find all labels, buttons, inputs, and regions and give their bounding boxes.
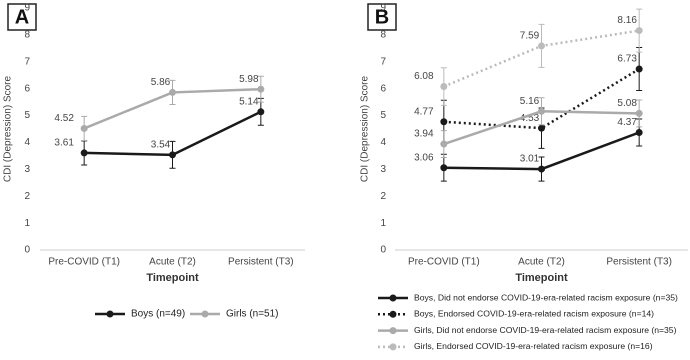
marker	[440, 83, 448, 91]
y-tick-label: 4	[380, 137, 386, 148]
data-label: 6.08	[414, 71, 434, 82]
data-label: 4.37	[617, 117, 637, 128]
data-label: 3.06	[414, 152, 434, 163]
y-tick-label: 6	[24, 83, 30, 94]
y-tick-label: 3	[24, 164, 30, 175]
marker	[635, 65, 643, 73]
x-tick-label: Pre-COVID (T1)	[48, 257, 120, 268]
y-tick-label: 4	[24, 137, 30, 148]
data-label: 6.73	[617, 54, 637, 65]
data-label: 3.61	[54, 138, 74, 149]
x-axis-title: Timepoint	[515, 272, 568, 284]
data-label: 8.16	[617, 15, 637, 26]
data-label: 5.16	[520, 96, 540, 107]
y-axis-title: CDI (Depression) Score	[360, 75, 371, 182]
data-label: 5.08	[617, 98, 637, 109]
panel-box	[7, 3, 37, 31]
marker	[635, 128, 643, 136]
data-label: 4.77	[414, 106, 434, 117]
marker	[538, 165, 545, 173]
panel-box	[367, 3, 397, 31]
marker	[538, 107, 545, 115]
legend-label: Boys (n=49)	[131, 309, 185, 320]
marker	[257, 85, 265, 93]
marker	[440, 164, 448, 172]
marker	[80, 124, 88, 132]
y-tick-label: 0	[24, 245, 30, 256]
panel-label: A	[15, 6, 29, 28]
legend-label: Girls, Did not endorse COVID-19-era-rela…	[414, 325, 677, 335]
marker	[169, 151, 176, 159]
y-tick-label: 5	[24, 110, 30, 121]
y-tick-label: 8	[380, 30, 386, 41]
data-label: 4.52	[54, 113, 74, 124]
legend-label: Girls (n=51)	[226, 309, 279, 320]
data-label: 3.01	[520, 154, 540, 165]
data-label: 3.94	[414, 129, 434, 140]
data-label: 5.86	[151, 77, 171, 88]
legend-marker	[389, 327, 397, 335]
x-tick-label: Acute (T2)	[518, 257, 565, 268]
marker	[538, 42, 545, 50]
x-axis-title: Timepoint	[146, 272, 199, 284]
x-tick-label: Persistent (T3)	[606, 257, 672, 268]
data-label: 5.14	[239, 96, 259, 107]
y-tick-label: 7	[380, 56, 386, 67]
y-tick-label: 7	[24, 56, 30, 67]
marker	[635, 109, 643, 117]
y-tick-label: 5	[380, 110, 386, 121]
x-tick-label: Persistent (T3)	[228, 257, 294, 268]
legend-label: Boys, Endorsed COVID-19-era-related raci…	[414, 309, 654, 319]
marker	[538, 124, 545, 132]
y-axis-title: CDI (Depression) Score	[3, 75, 14, 182]
y-tick-label: 2	[24, 191, 30, 202]
marker	[257, 108, 265, 116]
legend-marker	[201, 310, 209, 318]
data-label: 7.59	[520, 31, 540, 42]
marker	[440, 118, 448, 126]
y-tick-label: 2	[380, 191, 386, 202]
marker	[169, 88, 176, 96]
marker	[635, 27, 643, 35]
y-tick-label: 9	[380, 3, 386, 14]
data-label: 4.53	[520, 113, 540, 124]
legend-label: Girls, Endorsed COVID-19-era-related rac…	[414, 341, 653, 351]
x-tick-label: Acute (T2)	[149, 257, 196, 268]
data-label: 5.98	[239, 74, 259, 85]
y-tick-label: 1	[24, 218, 30, 229]
y-tick-label: 8	[24, 30, 30, 41]
legend-label: Boys, Did not endorse COVID-19-era-relat…	[414, 292, 678, 302]
legend-marker	[106, 310, 114, 318]
legend-marker	[389, 310, 397, 318]
panel-label: B	[375, 6, 389, 28]
y-tick-label: 0	[380, 245, 386, 256]
legend-marker	[389, 294, 397, 302]
data-label: 3.54	[151, 139, 171, 150]
marker	[440, 140, 448, 148]
x-tick-label: Pre-COVID (T1)	[408, 257, 480, 268]
marker	[80, 149, 88, 157]
y-tick-label: 9	[24, 3, 30, 14]
y-tick-label: 3	[380, 164, 386, 175]
y-tick-label: 6	[380, 83, 386, 94]
y-tick-label: 1	[380, 218, 386, 229]
legend-marker	[389, 343, 397, 351]
